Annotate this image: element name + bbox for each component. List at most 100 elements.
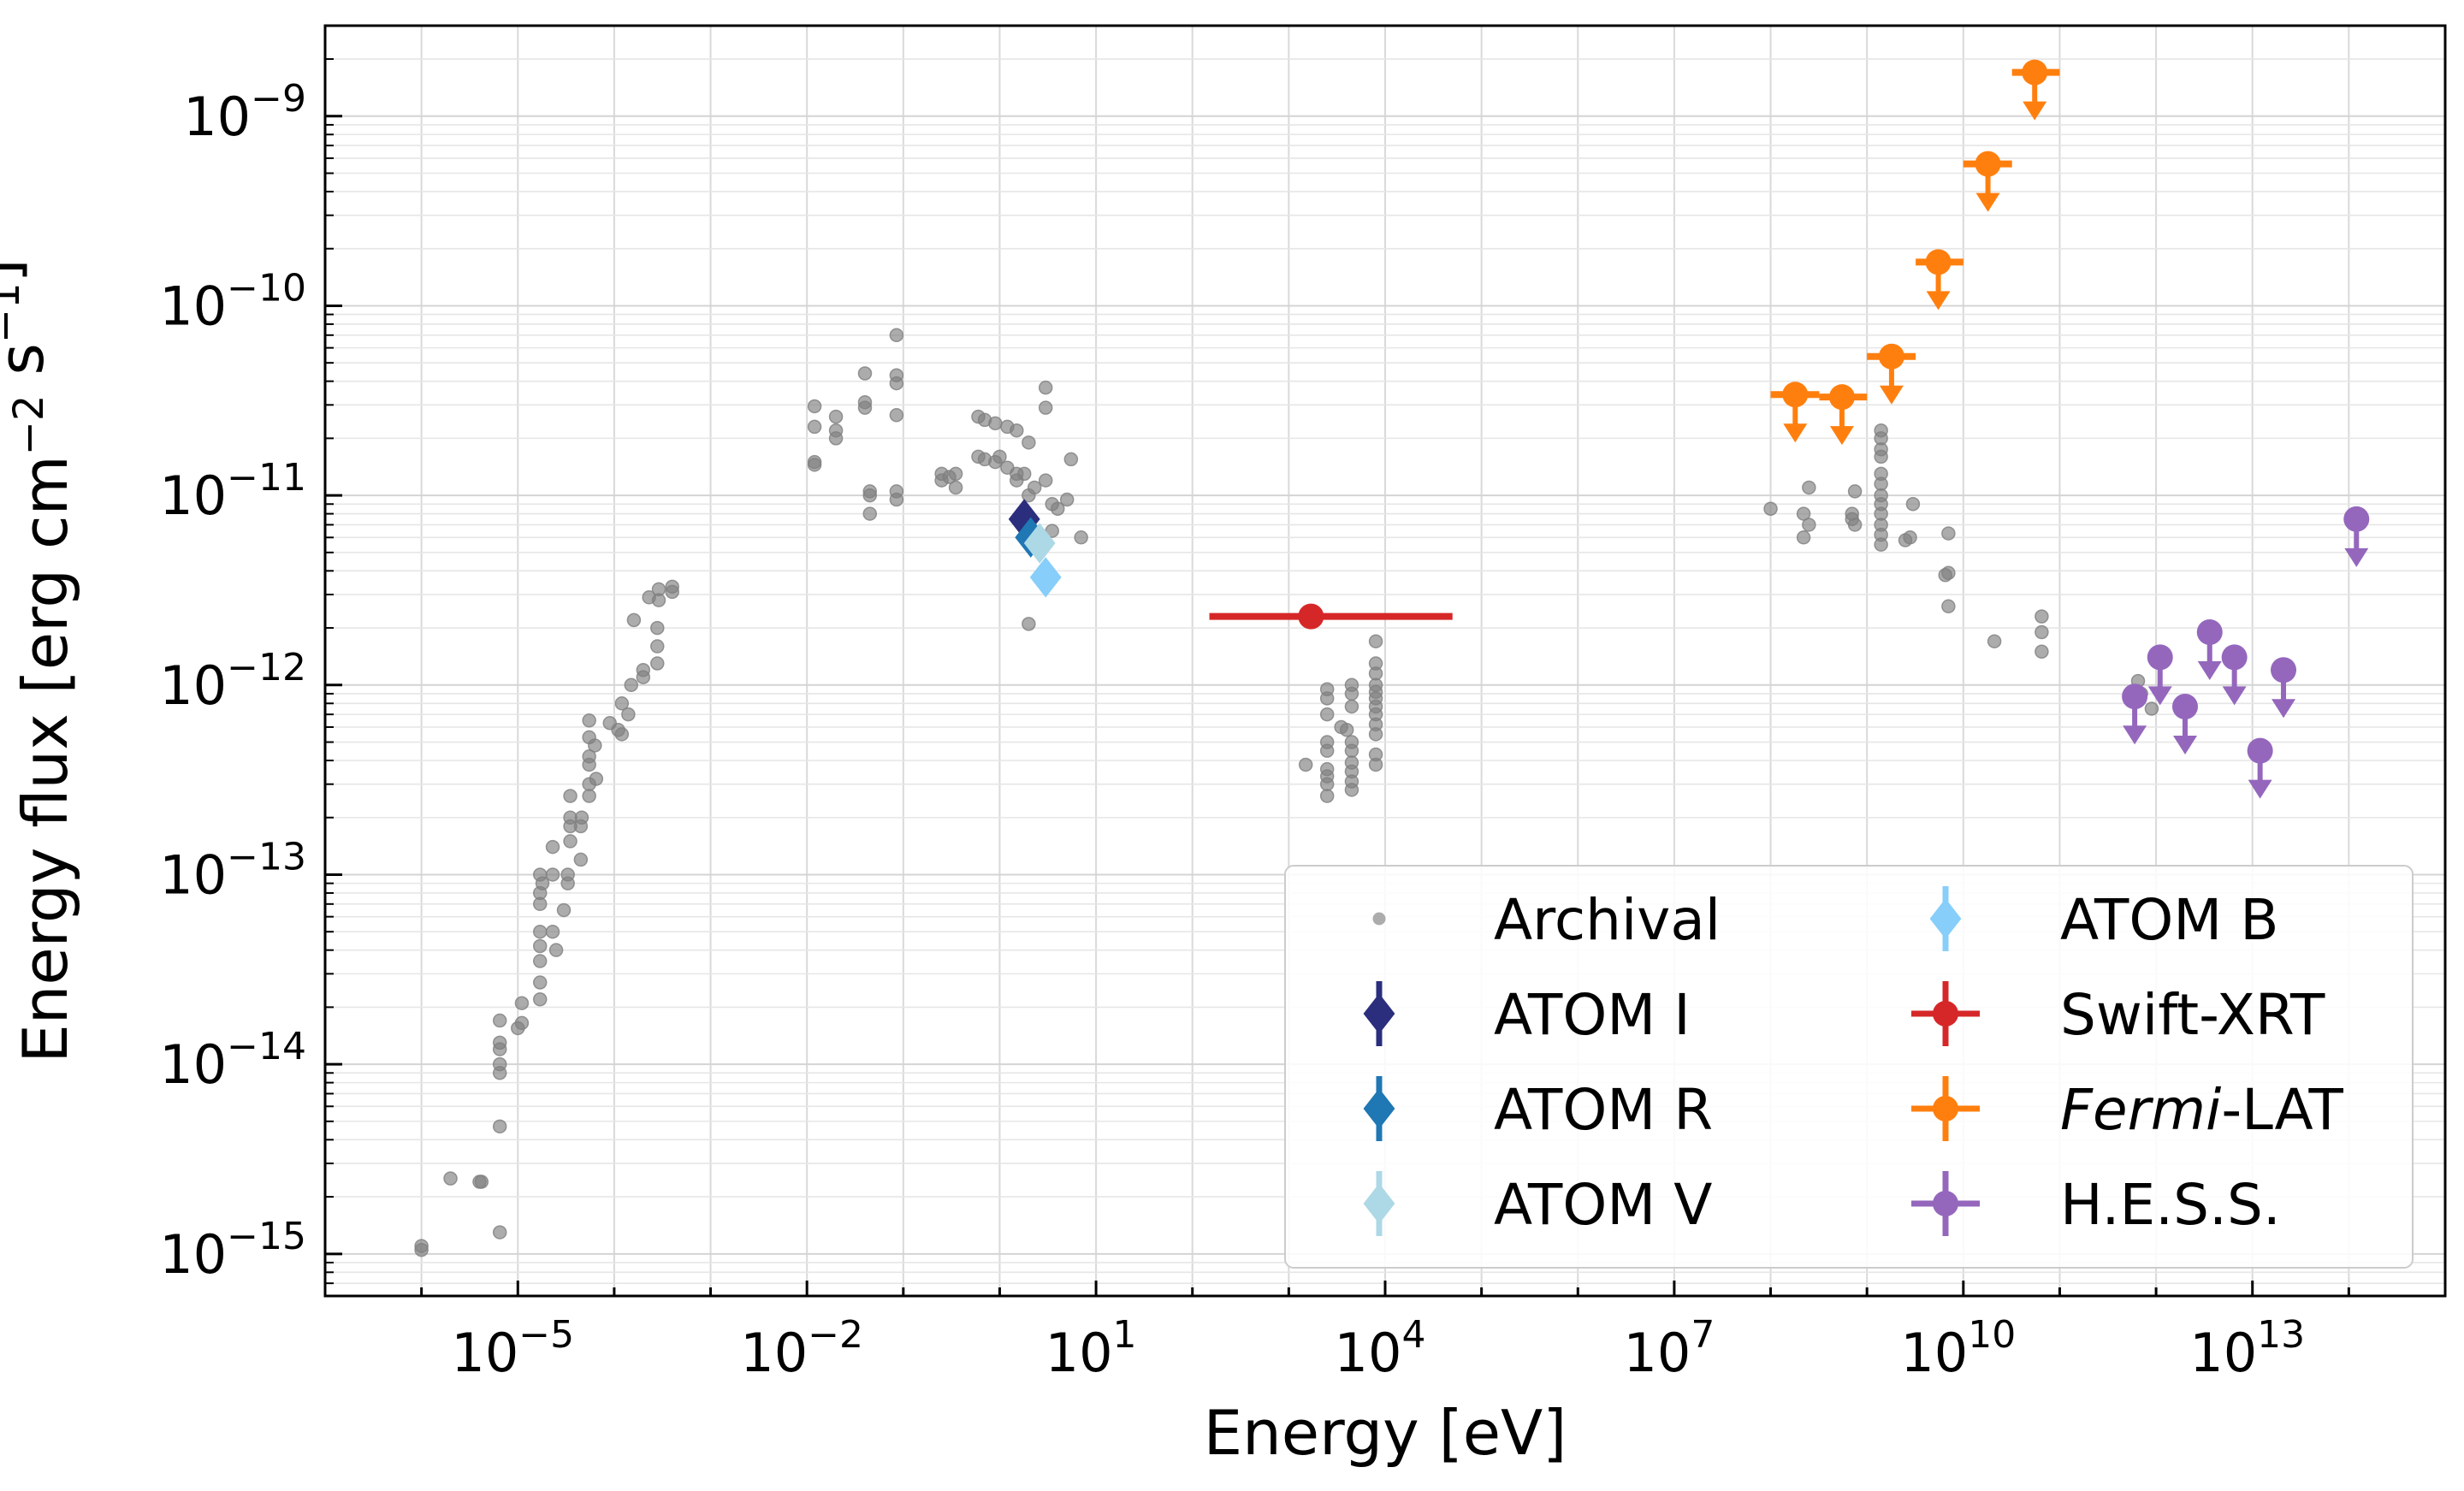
archival-point <box>889 408 904 423</box>
archival-point <box>1016 466 1032 482</box>
archival-point <box>1074 530 1088 545</box>
legend-label: ATOM B <box>2060 887 2279 953</box>
archival-point <box>1344 677 1359 693</box>
legend-entry: ATOM R <box>1363 1076 1713 1143</box>
archival-point <box>650 620 665 636</box>
upper-limit-arrow-head <box>2248 779 2272 799</box>
y-tick-label: 10−10 <box>159 266 306 337</box>
archival-point <box>1038 380 1053 395</box>
archival-point <box>492 1035 507 1050</box>
archival-point <box>582 713 596 728</box>
archival-point <box>889 328 904 343</box>
archival-point <box>1941 526 1956 541</box>
archival-point <box>582 789 596 803</box>
upper-limit-arrow-head <box>2147 686 2172 706</box>
archival-point <box>1847 518 1863 532</box>
data-point <box>1782 382 1809 408</box>
archival-point <box>889 368 904 382</box>
data-point <box>2271 657 2297 683</box>
archival-point <box>651 593 666 607</box>
series-atom-b <box>1029 557 1062 598</box>
y-tick-label: 10−13 <box>159 835 306 906</box>
data-point <box>2022 59 2048 86</box>
archival-point <box>545 867 560 882</box>
data-point <box>2122 683 2148 710</box>
archival-point <box>650 639 665 654</box>
y-tick-label: 10−9 <box>183 77 306 148</box>
archival-point <box>545 924 560 939</box>
archival-point <box>563 834 578 849</box>
archival-point <box>514 996 530 1010</box>
legend-label: Swift-XRT <box>2060 982 2325 1048</box>
legend-marker <box>1933 1096 1958 1121</box>
axis-ticks <box>323 58 2447 1297</box>
archival-point <box>492 1119 507 1134</box>
archival-point <box>556 902 572 918</box>
archival-point <box>443 1171 458 1186</box>
archival-point <box>624 677 638 693</box>
archival-point <box>665 579 679 595</box>
archival-point <box>857 366 873 381</box>
data-point <box>2147 644 2173 671</box>
archival-point <box>1339 722 1354 737</box>
legend-label: Archival <box>1494 887 1721 953</box>
archival-point <box>492 1056 507 1072</box>
y-tick-label: 10−14 <box>159 1025 306 1096</box>
series-h-e-s-s- <box>2122 506 2370 799</box>
archival-point <box>1344 755 1359 770</box>
upper-limit-arrow-head <box>2197 661 2222 681</box>
archival-point <box>1027 480 1042 495</box>
archival-point <box>2144 701 2159 716</box>
archival-point <box>807 419 822 435</box>
legend-entry: ATOM B <box>1929 886 2279 953</box>
archival-point <box>1344 735 1359 749</box>
upper-limit-arrow-head <box>2123 725 2147 745</box>
archival-point <box>1319 735 1335 749</box>
archival-point <box>582 749 596 764</box>
series-atom-v <box>1023 523 1056 564</box>
archival-point <box>828 423 844 438</box>
archival-point <box>514 1015 530 1031</box>
data-point <box>2221 644 2248 671</box>
archival-point <box>807 454 822 470</box>
y-tick-label: 10−12 <box>159 646 306 717</box>
data-point <box>2196 619 2223 646</box>
archival-point <box>614 727 630 742</box>
legend-label: H.E.S.S. <box>2060 1172 2281 1238</box>
archival-point <box>1319 761 1335 777</box>
upper-limit-arrow-head <box>1975 192 2000 212</box>
archival-point <box>1903 530 1917 545</box>
legend-label: Fermi-LAT <box>2060 1077 2343 1143</box>
archival-point <box>1038 400 1053 415</box>
legend-label: ATOM V <box>1494 1172 1712 1238</box>
archival-point <box>621 707 636 722</box>
legend: Archival ATOM I ATOM R ATOM V ATOM B Swift-XR… <box>1284 865 2414 1269</box>
archival-point <box>588 738 602 753</box>
legend-marker <box>1363 1088 1395 1129</box>
archival-point <box>988 416 1003 431</box>
archival-point <box>862 488 878 503</box>
archival-point <box>1368 634 1383 648</box>
archival-point <box>1051 501 1065 517</box>
data-point <box>1975 151 2001 177</box>
legend-box <box>1284 865 2414 1269</box>
archival-point <box>1941 599 1956 614</box>
data-point <box>1878 343 1904 370</box>
archival-point <box>545 839 560 855</box>
atom-point <box>1023 523 1056 564</box>
archival-point <box>1319 789 1335 803</box>
x-tick-label: 10−2 <box>740 1313 863 1384</box>
archival-point <box>948 466 963 482</box>
archival-point <box>2035 609 2049 624</box>
data-point <box>2171 693 2198 719</box>
archival-point <box>862 506 878 521</box>
archival-point <box>563 789 578 803</box>
archival-point <box>532 924 548 939</box>
archival-point <box>614 696 630 711</box>
archival-point <box>1063 452 1079 467</box>
archival-point <box>1905 497 1921 512</box>
upper-limit-arrow-head <box>1829 426 1854 446</box>
archival-point <box>1344 699 1359 714</box>
archival-point <box>474 1174 489 1189</box>
